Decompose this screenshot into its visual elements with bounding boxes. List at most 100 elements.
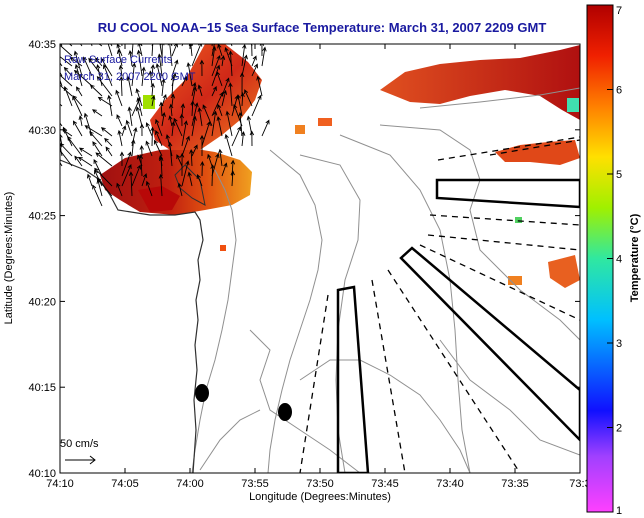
current-vector (211, 64, 221, 87)
current-vector (228, 82, 233, 107)
current-vector (131, 164, 141, 187)
current-vector (251, 63, 258, 77)
current-vector (211, 46, 217, 67)
current-vector (170, 121, 176, 137)
colorbar-tick-label: 4 (616, 254, 622, 266)
y-axis: 40:35 40:30 40:25 40:20 40:15 40:10 (28, 39, 580, 480)
x-tick-label: 74:00 (176, 478, 204, 490)
current-vector (91, 109, 103, 117)
y-tick-label: 40:15 (28, 382, 56, 394)
y-tick-label: 40:10 (28, 468, 56, 480)
current-vector (121, 151, 132, 177)
current-vector (201, 120, 211, 147)
current-vector (171, 59, 179, 77)
current-vector (151, 94, 156, 107)
current-vector (158, 156, 164, 177)
current-vector (78, 147, 93, 157)
current-vector (95, 57, 103, 67)
current-vector (139, 144, 144, 157)
current-vector (116, 114, 123, 127)
sst-patch-small-5 (567, 98, 579, 112)
current-vector (67, 135, 83, 157)
current-vector (116, 182, 123, 197)
colorbar-ticks: 1 2 3 4 5 6 7 (607, 4, 622, 517)
survey-tracks (299, 136, 580, 473)
current-vector (161, 111, 166, 127)
current-vector (74, 63, 83, 87)
current-vector (135, 106, 143, 127)
current-vector (69, 56, 83, 67)
current-vector (238, 111, 243, 137)
sst-patch-small-3 (508, 276, 522, 285)
current-vector (145, 140, 153, 157)
current-vector (216, 70, 223, 87)
x-tick-label: 73:35 (501, 478, 529, 490)
x-axis-label: Longitude (Degrees:Minutes) (249, 491, 391, 503)
x-tick-label: 73:50 (306, 478, 334, 490)
current-vector (216, 115, 223, 137)
station-marker-a (195, 384, 209, 402)
x-axis: 74:10 74:05 74:00 73:55 73:50 73:45 73:40 73:35… (46, 44, 591, 490)
current-vector (86, 173, 93, 187)
current-vector (151, 44, 154, 57)
x-tick-label: 73:3 (569, 478, 590, 490)
current-vector (181, 160, 190, 187)
current-vector (180, 103, 186, 117)
current-vector (73, 50, 83, 77)
current-vector (181, 135, 190, 157)
colorbar-tick-label: 2 (616, 423, 622, 435)
scale-arrow (65, 455, 96, 465)
current-vector (159, 44, 163, 57)
current-vector (116, 49, 123, 67)
sst-patch-small-6 (515, 217, 522, 223)
current-vector (261, 46, 267, 67)
current-vector (73, 69, 93, 87)
current-vector (136, 97, 143, 117)
current-vector (74, 155, 83, 167)
current-vector (230, 170, 235, 187)
current-vector (126, 76, 133, 97)
current-vector (170, 93, 176, 107)
current-vector (221, 162, 228, 177)
current-vector (236, 94, 243, 117)
current-vector (72, 95, 83, 117)
current-vector (220, 55, 226, 67)
x-tick-label: 73:45 (371, 478, 399, 490)
current-vector (211, 85, 217, 97)
current-vector (199, 59, 205, 77)
current-vector (121, 164, 132, 187)
current-vector (158, 173, 164, 197)
x-tick-label: 73:40 (436, 478, 464, 490)
current-vector (189, 148, 194, 167)
current-vector (211, 153, 220, 177)
x-tick-label: 74:10 (46, 478, 74, 490)
sst-patch-small-2 (318, 118, 332, 126)
current-vector (94, 167, 113, 187)
annotation-line-2: March 31, 2007 2200 GMT (64, 71, 196, 83)
current-vector (211, 91, 224, 117)
current-vector (88, 57, 103, 77)
current-vector (261, 119, 270, 137)
y-tick-label: 40:35 (28, 39, 56, 51)
current-vector (251, 94, 262, 117)
current-vector (60, 56, 73, 67)
current-vector (63, 66, 73, 77)
current-vector (84, 125, 103, 137)
current-vector (92, 141, 103, 157)
current-vector (168, 103, 174, 117)
current-vector (202, 104, 213, 127)
y-axis-label: Latitude (Degrees:Minutes) (3, 192, 15, 325)
current-vector (82, 56, 93, 77)
current-vector (171, 44, 178, 57)
current-vector (244, 89, 253, 107)
current-vector (217, 103, 223, 117)
current-vector (191, 102, 199, 127)
track-box-3 (336, 285, 370, 473)
current-vector (121, 125, 127, 137)
current-vector (187, 171, 193, 187)
current-vector (118, 64, 124, 77)
current-vector (191, 144, 198, 157)
current-vector (177, 182, 183, 197)
current-vector (119, 151, 125, 167)
y-tick-label: 40:20 (28, 296, 56, 308)
